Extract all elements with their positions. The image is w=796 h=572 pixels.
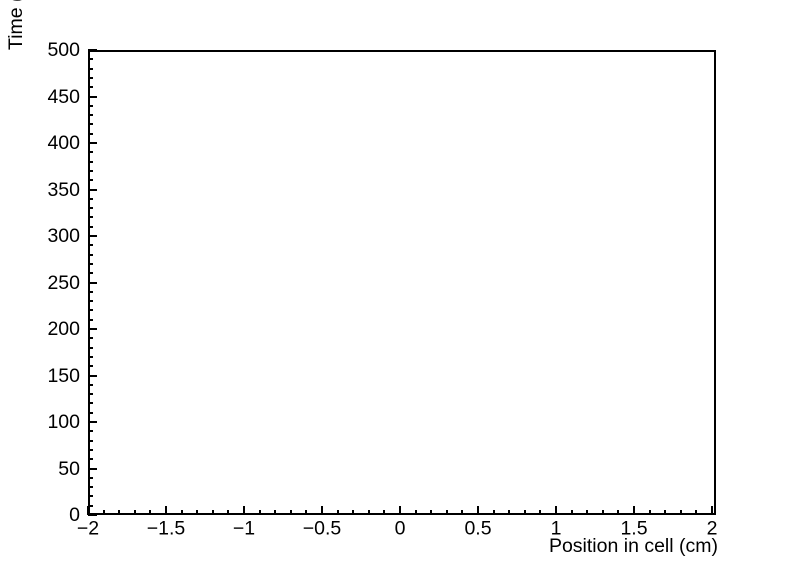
y-axis-ticks: [88, 49, 97, 516]
y-tick-label: 400: [47, 132, 80, 154]
y-tick-label: 0: [69, 504, 80, 526]
x-tick-label: 2: [707, 518, 718, 540]
y-tick-label: 50: [58, 458, 80, 480]
x-tick-label: −0.5: [303, 518, 342, 540]
y-tick-label: 250: [47, 272, 80, 294]
y-tick-label: 100: [47, 411, 80, 433]
x-tick-label: 1: [551, 518, 562, 540]
x-tick-label: −1: [233, 518, 255, 540]
x-tick-label: 0: [395, 518, 406, 540]
x-tick-label: 1.5: [620, 518, 647, 540]
y-axis-tick-labels: 0 50 100 150 200 250 300 350 400 450 500: [47, 39, 80, 526]
y-tick-label: 150: [47, 365, 80, 387]
y-tick-label: 500: [47, 39, 80, 61]
y-tick-label: 300: [47, 225, 80, 247]
y-tick-label: 200: [47, 318, 80, 340]
axis-frame: [88, 50, 716, 515]
x-tick-label: −2: [77, 518, 99, 540]
x-tick-label: 0.5: [464, 518, 491, 540]
x-axis-title: Position in cell (cm): [549, 535, 718, 557]
y-tick-label: 350: [47, 179, 80, 201]
x-axis-ticks: [87, 506, 713, 515]
y-axis-title: Time (ns): [5, 0, 27, 50]
x-axis-tick-labels: −2 −1.5 −1 −0.5 0 0.5 1 1.5 2: [77, 518, 718, 540]
y-tick-label: 450: [47, 86, 80, 108]
plot-area[interactable]: [88, 50, 716, 515]
x-tick-label: −1.5: [147, 518, 186, 540]
